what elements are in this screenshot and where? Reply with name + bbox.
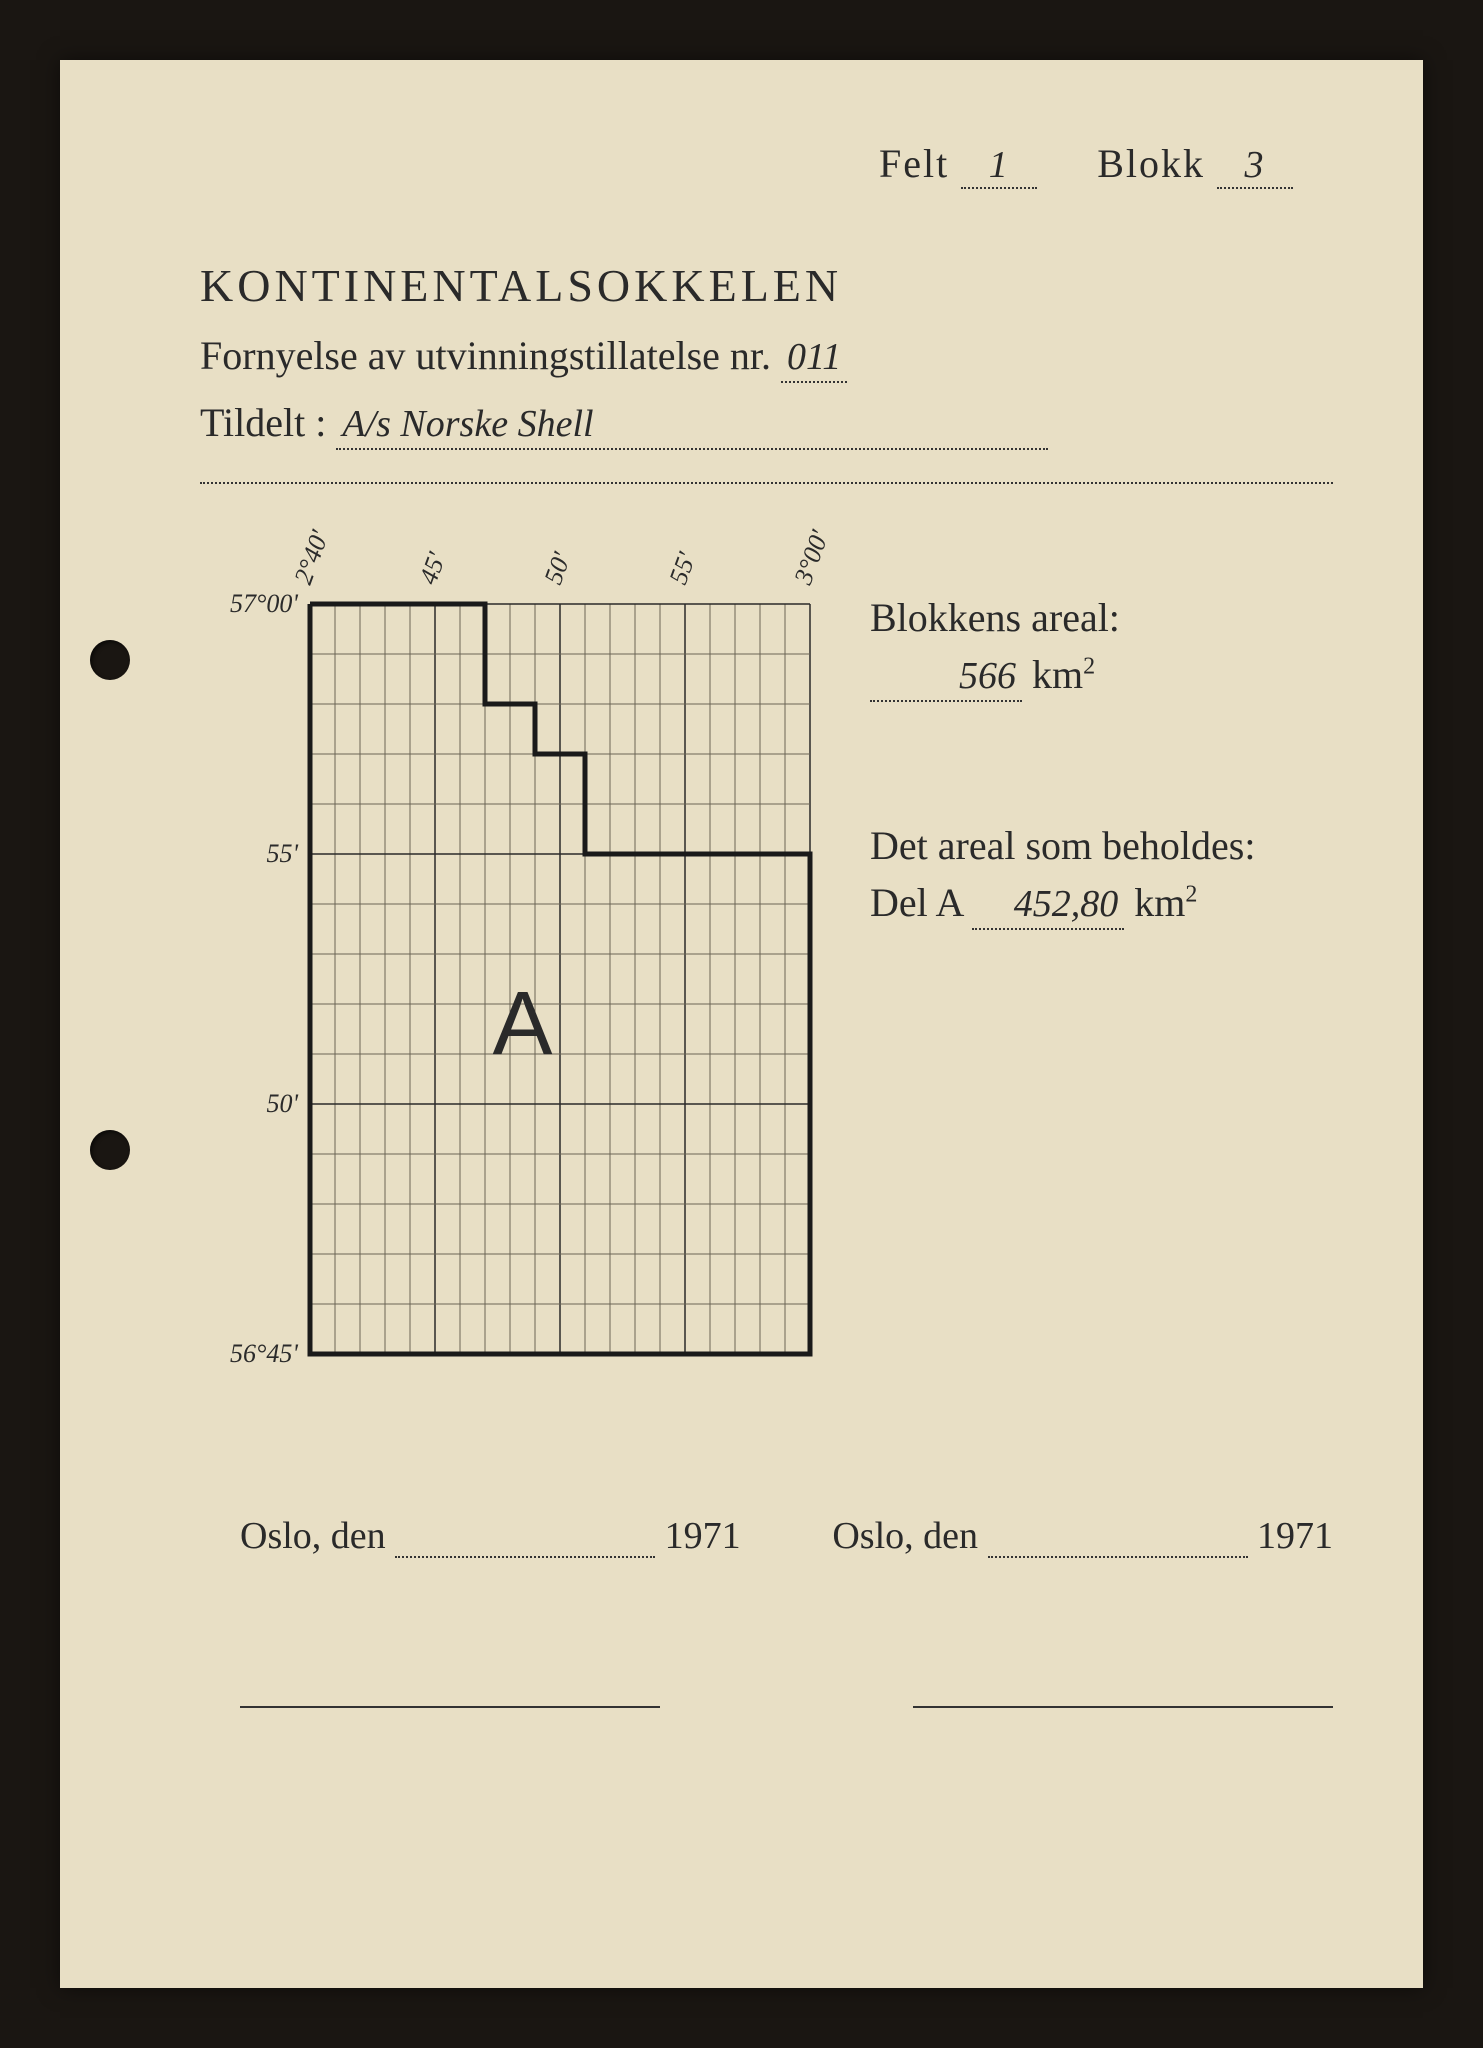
footer-right-prefix: Oslo, den	[832, 1515, 978, 1557]
svg-text:45': 45'	[413, 548, 451, 588]
blokk-value: 3	[1217, 143, 1293, 189]
total-area-label: Blokkens areal:	[870, 594, 1333, 641]
retained-area-block: Det areal som beholdes: Del A 452,80 km2	[870, 822, 1333, 930]
svg-text:55': 55'	[663, 548, 701, 588]
retained-part-label: Del A	[870, 880, 962, 925]
svg-text:3°00': 3°00'	[788, 526, 830, 589]
footer-left-dateslot	[395, 1526, 655, 1558]
svg-text:50': 50'	[538, 548, 576, 588]
permit-line: Fornyelse av utvinningstillatelse nr. 01…	[200, 332, 1333, 383]
awarded-value: A/s Norske Shell	[336, 402, 1048, 450]
header-fields: Felt 1 Blokk 3	[200, 140, 1333, 189]
total-area-value: 566	[870, 654, 1022, 702]
retained-area-sup: 2	[1185, 882, 1197, 908]
signature-line-left	[240, 1706, 660, 1708]
svg-text:57°00': 57°00'	[230, 589, 298, 618]
signature-lines	[240, 1706, 1333, 1708]
awarded-prefix: Tildelt :	[200, 400, 326, 445]
document-paper: Felt 1 Blokk 3 KONTINENTALSOKKELEN Forny…	[60, 60, 1423, 1988]
svg-text:55': 55'	[266, 839, 298, 868]
awarded-line: Tildelt : A/s Norske Shell	[200, 399, 1333, 450]
punch-hole	[90, 640, 130, 680]
svg-text:A: A	[492, 974, 552, 1074]
total-area-block: Blokkens areal: 566 km2	[870, 594, 1333, 702]
permit-prefix: Fornyelse av utvinningstillatelse nr.	[200, 333, 771, 378]
footer-left-year: 1971	[665, 1515, 741, 1557]
blokk-label: Blokk	[1097, 141, 1205, 186]
footer-left-prefix: Oslo, den	[240, 1515, 386, 1557]
felt-value: 1	[961, 143, 1037, 189]
svg-text:50': 50'	[266, 1089, 298, 1118]
retained-area-unit: km	[1134, 880, 1185, 925]
footer-right-dateslot	[988, 1526, 1248, 1558]
signature-line-right	[913, 1706, 1333, 1708]
punch-hole	[90, 1130, 130, 1170]
total-area-sup: 2	[1083, 654, 1095, 680]
felt-label: Felt	[879, 141, 949, 186]
date-footer: Oslo, den 1971 Oslo, den 1971	[240, 1514, 1333, 1558]
svg-text:2°40': 2°40'	[288, 526, 334, 588]
footer-right-year: 1971	[1257, 1515, 1333, 1557]
svg-text:56°45': 56°45'	[230, 1339, 298, 1368]
retained-area-value: 452,80	[972, 882, 1124, 930]
retained-area-label: Det areal som beholdes:	[870, 822, 1333, 869]
permit-number: 011	[781, 335, 847, 383]
block-map-chart: 2°40' 45' 50' 55' 3°00' 57°00' 55' 50' 56°45' A	[200, 514, 830, 1419]
dotted-rule	[200, 480, 1333, 484]
grid-svg: 2°40' 45' 50' 55' 3°00' 57°00' 55' 50' 56°45' A	[200, 514, 830, 1414]
total-area-unit: km	[1032, 652, 1083, 697]
main-title: KONTINENTALSOKKELEN	[200, 259, 1333, 312]
